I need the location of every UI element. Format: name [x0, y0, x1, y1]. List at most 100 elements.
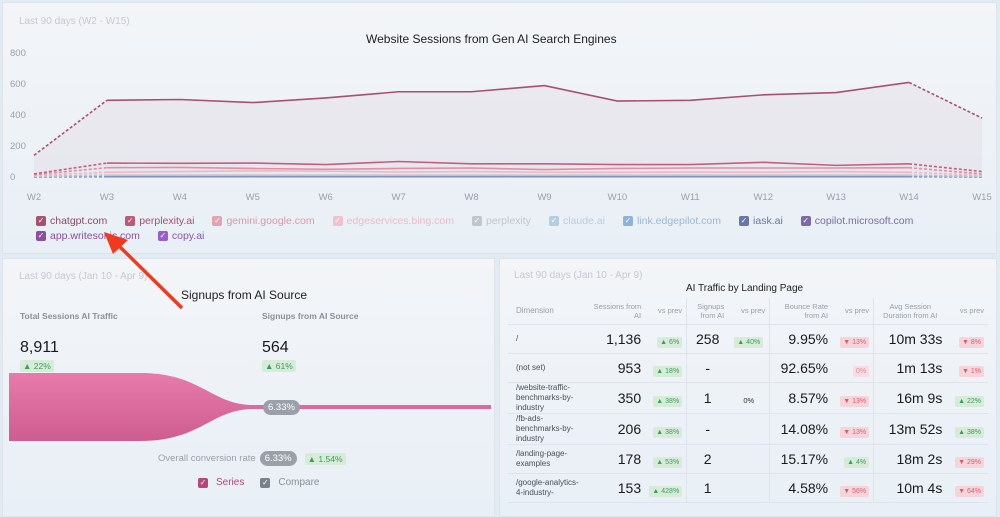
series-line[interactable] — [908, 81, 983, 119]
series-line[interactable] — [33, 174, 107, 178]
cell-duration-vs-prev: ▲ 22% — [946, 382, 988, 414]
kpi-total-sessions-label: Total Sessions AI Traffic — [20, 311, 118, 321]
change-badge: ▼ 29% — [955, 456, 984, 468]
legend-item-label: edgeservices.bing.com — [346, 214, 454, 227]
cell-signups: 258 — [686, 324, 729, 354]
checkbox-checked-icon[interactable]: ✓ — [157, 230, 168, 241]
conversion-row: Overall conversion rate 6.33% ▲ 1.54% — [158, 451, 346, 466]
col-vs-prev-signups[interactable]: vs prev — [728, 298, 771, 325]
checkbox-checked-icon[interactable]: ✓ — [622, 215, 633, 226]
line-chart-title: Website Sessions from Gen AI Search Engi… — [366, 32, 617, 46]
col-vs-prev-bounce[interactable]: vs prev — [832, 298, 875, 325]
series-line[interactable] — [33, 166, 107, 176]
checkbox-checked-icon[interactable]: ✓ — [198, 477, 208, 488]
legend-item[interactable]: ✓ iask.ai — [739, 214, 783, 227]
checkbox-checked-icon[interactable]: ✓ — [36, 230, 46, 241]
x-tick-label: W11 — [681, 192, 700, 203]
cell-duration-vs-prev: ▲ 38% — [946, 413, 988, 445]
x-tick-label: W7 — [391, 192, 405, 203]
series-area-chatgpt — [34, 82, 982, 177]
funnel-date-range: Last 90 days (Jan 10 - Apr 9) — [19, 271, 148, 282]
legend-item[interactable]: ✓ link.edgepilot.com — [622, 214, 721, 227]
checkbox-checked-icon[interactable]: ✓ — [471, 215, 482, 226]
series-line[interactable] — [908, 163, 983, 173]
series-line[interactable] — [106, 81, 910, 104]
legend-item[interactable]: ✓ copilot.microsoft.com — [800, 214, 914, 227]
series-line[interactable] — [106, 166, 910, 171]
cell-duration-vs-prev: ▼ 8% — [946, 324, 988, 354]
cell-signups: 1 — [686, 382, 729, 414]
legend-item[interactable]: ✓ gemini.google.com — [212, 214, 315, 227]
cell-dimension: /fb-ads-benchmarks-by-industry — [508, 413, 585, 445]
cell-bounce-vs-prev: 0% — [832, 353, 875, 383]
legend-item[interactable]: ✓ claude.ai — [548, 214, 605, 227]
series-line[interactable] — [106, 160, 910, 167]
legend-item[interactable]: ✓ chatgpt.com — [36, 214, 107, 227]
cell-signups: 1 — [686, 473, 729, 503]
legend-compare[interactable]: ✓ Compare — [260, 477, 320, 488]
table-title: AI Traffic by Landing Page — [686, 283, 804, 294]
table-row[interactable]: /fb-ads-benchmarks-by-industry 206 ▲ 38% -1… — [508, 413, 988, 445]
series-line[interactable] — [909, 171, 983, 176]
series-line[interactable] — [33, 162, 108, 175]
legend-item-label: chatgpt.com — [50, 214, 108, 227]
cell-signups: - — [686, 353, 729, 383]
cell-sessions: 178 — [584, 444, 646, 474]
col-sessions[interactable]: Sessions from AI — [584, 298, 646, 325]
legend-item-label: copilot.microsoft.com — [814, 214, 914, 227]
checkbox-checked-icon[interactable]: ✓ — [548, 215, 559, 226]
table-row[interactable]: /1,136 ▲ 6% 258 ▲ 40% 9.95% ▼ 13% 10m 33s ▼ 8% — [508, 324, 988, 354]
col-bounce[interactable]: Bounce Rate from AI — [769, 298, 833, 325]
x-tick-label: W3 — [100, 192, 114, 203]
table-row[interactable]: /landing-page-examples 178 ▲ 53% 2 15.17% ▲ 4… — [508, 444, 988, 474]
checkbox-checked-icon[interactable]: ✓ — [212, 215, 223, 226]
checkbox-checked-icon[interactable]: ✓ — [125, 215, 136, 226]
cell-bounce-rate: 92.65% — [769, 353, 833, 383]
cell-bounce-vs-prev: ▼ 13% — [832, 324, 875, 354]
checkbox-checked-icon[interactable]: ✓ — [36, 215, 46, 226]
table-row[interactable]: (not set) 953 ▲ 18% - 92.65% 0% 1m 13s ▼ 1% — [508, 353, 988, 383]
checkbox-checked-icon[interactable]: ✓ — [332, 215, 343, 226]
legend-item[interactable]: ✓ copy.ai — [157, 229, 204, 242]
legend-series-label: Series — [216, 477, 245, 488]
col-duration[interactable]: Avg Session Duration from AI — [873, 298, 947, 325]
sessions-chart-panel — [2, 2, 997, 254]
cell-sessions: 206 — [584, 413, 646, 445]
conversion-value: 6.33% — [259, 451, 297, 466]
y-tick-label: 800 — [10, 48, 26, 59]
funnel-legend: ✓ Series ✓ Compare — [198, 477, 320, 488]
change-badge: ▲ 38% — [955, 426, 984, 438]
y-tick-label: 600 — [10, 79, 26, 90]
col-dimension[interactable]: Dimension — [508, 298, 585, 325]
legend-series[interactable]: ✓ Series — [198, 477, 244, 488]
legend-item[interactable]: ✓ perplexity — [471, 214, 531, 227]
cell-signups-vs-prev — [728, 473, 771, 503]
series-line[interactable] — [33, 99, 108, 156]
line-chart: 0 200 400 600 800 W2 W3 W4 W5 W6 W7 W8 W9 W10 W11 W12 W1… — [10, 48, 992, 203]
table-row[interactable]: /google-analytics-4-industry- 153 ▲ 428% 1 4… — [508, 473, 988, 503]
legend-item[interactable]: ✓ perplexity.ai — [125, 214, 194, 227]
cell-sessions: 153 — [584, 473, 646, 503]
change-badge: ▲ 22% — [955, 395, 984, 407]
checkbox-checked-icon[interactable]: ✓ — [260, 477, 271, 488]
change-badge: ▼ 64% — [955, 485, 984, 497]
legend-compare-label: Compare — [278, 477, 320, 488]
change-badge: ▲ 53% — [653, 456, 683, 468]
col-vs-prev-duration[interactable]: vs prev — [946, 298, 988, 325]
cell-bounce-rate: 8.57% — [769, 382, 833, 414]
series-line[interactable] — [106, 169, 910, 174]
series-line[interactable] — [909, 174, 983, 178]
checkbox-checked-icon[interactable]: ✓ — [800, 215, 811, 226]
cell-bounce-vs-prev: ▼ 56% — [832, 473, 875, 503]
cell-duration-vs-prev: ▼ 1% — [946, 353, 988, 383]
col-vs-prev-sessions[interactable]: vs prev — [645, 298, 688, 325]
conversion-change: ▲ 1.54% — [304, 452, 346, 465]
change-badge: ▲ 38% — [653, 395, 683, 407]
table-header-row: Dimension Sessions from AI vs prev Signu… — [508, 298, 988, 325]
series-line[interactable] — [33, 171, 107, 177]
legend-item[interactable]: ✓ edgeservices.bing.com — [332, 214, 454, 227]
table-row[interactable]: /website-traffic-benchmarks-by-industry 3… — [508, 382, 988, 414]
checkbox-checked-icon[interactable]: ✓ — [739, 215, 750, 226]
col-signups[interactable]: Signups from AI — [686, 298, 729, 325]
series-line[interactable] — [909, 166, 983, 175]
